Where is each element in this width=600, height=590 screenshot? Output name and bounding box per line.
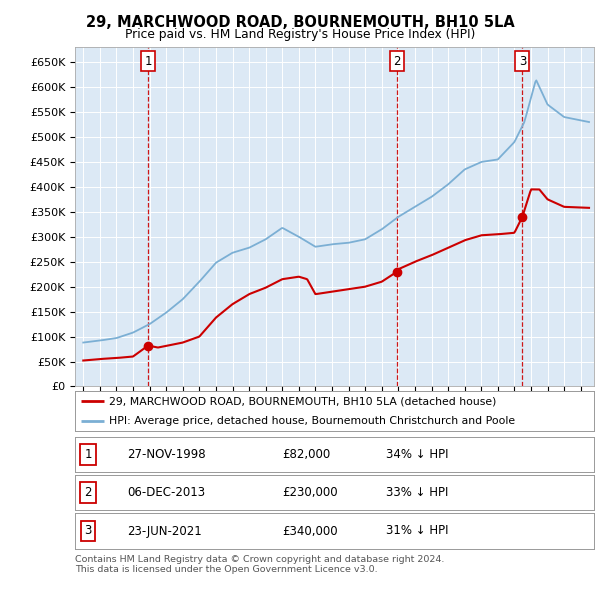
Text: 29, MARCHWOOD ROAD, BOURNEMOUTH, BH10 5LA (detached house): 29, MARCHWOOD ROAD, BOURNEMOUTH, BH10 5L…: [109, 396, 496, 407]
Text: £230,000: £230,000: [283, 486, 338, 499]
Text: 06-DEC-2013: 06-DEC-2013: [127, 486, 205, 499]
Text: HPI: Average price, detached house, Bournemouth Christchurch and Poole: HPI: Average price, detached house, Bour…: [109, 416, 515, 425]
Text: 3: 3: [518, 55, 526, 68]
Text: 2: 2: [84, 486, 92, 499]
Text: 1: 1: [84, 448, 92, 461]
Text: 33% ↓ HPI: 33% ↓ HPI: [386, 486, 449, 499]
Text: 27-NOV-1998: 27-NOV-1998: [127, 448, 206, 461]
Text: £82,000: £82,000: [283, 448, 331, 461]
Text: Contains HM Land Registry data © Crown copyright and database right 2024.
This d: Contains HM Land Registry data © Crown c…: [75, 555, 445, 574]
Text: 3: 3: [84, 525, 92, 537]
Text: £340,000: £340,000: [283, 525, 338, 537]
Text: 31% ↓ HPI: 31% ↓ HPI: [386, 525, 449, 537]
Text: 2: 2: [393, 55, 401, 68]
Text: 23-JUN-2021: 23-JUN-2021: [127, 525, 202, 537]
Text: 29, MARCHWOOD ROAD, BOURNEMOUTH, BH10 5LA: 29, MARCHWOOD ROAD, BOURNEMOUTH, BH10 5L…: [86, 15, 514, 30]
Text: 1: 1: [145, 55, 152, 68]
Text: Price paid vs. HM Land Registry's House Price Index (HPI): Price paid vs. HM Land Registry's House …: [125, 28, 475, 41]
Text: 34% ↓ HPI: 34% ↓ HPI: [386, 448, 449, 461]
